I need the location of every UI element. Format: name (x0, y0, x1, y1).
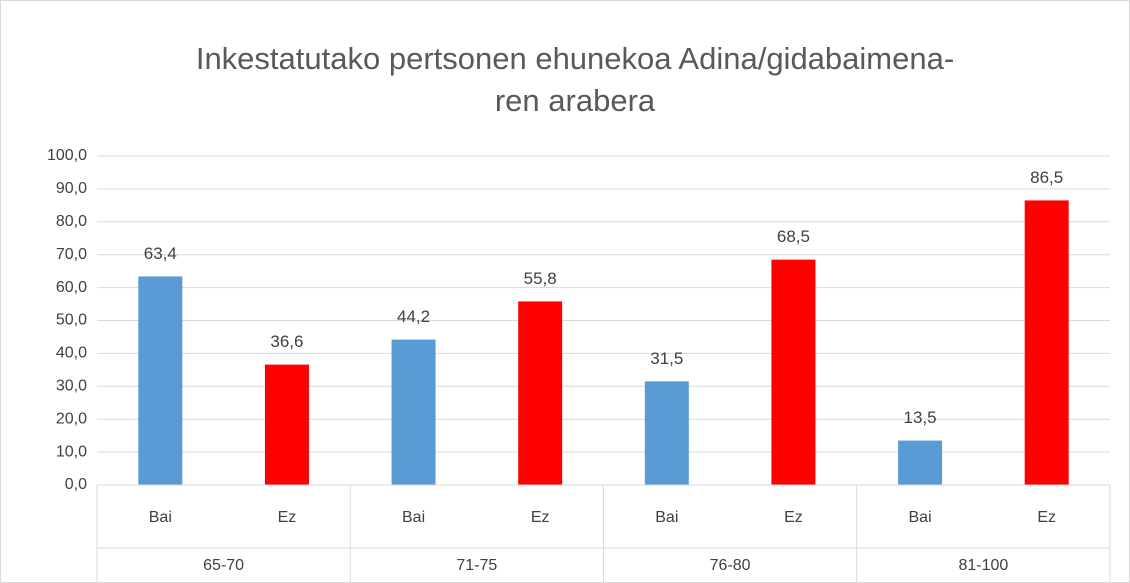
y-tick-label: 50,0 (56, 312, 87, 329)
bar (518, 301, 563, 485)
bar (898, 440, 943, 485)
group-label: 71-75 (456, 557, 497, 574)
y-tick-label: 30,0 (56, 378, 87, 395)
data-label: 68,5 (777, 227, 810, 246)
bar (1024, 200, 1069, 486)
group-label: 76-80 (710, 557, 751, 574)
y-tick-label: 90,0 (56, 180, 87, 197)
x-tick-label: Ez (531, 509, 550, 526)
y-tick-label: 70,0 (56, 246, 87, 263)
bar (391, 339, 436, 485)
x-tick-label: Bai (655, 509, 678, 526)
chart-title: ren arabera (495, 83, 656, 118)
data-label: 13,5 (904, 408, 937, 427)
data-label: 36,6 (270, 332, 303, 351)
data-label: 63,4 (144, 244, 177, 263)
data-label: 86,5 (1030, 168, 1063, 187)
group-label: 65-70 (203, 557, 244, 574)
x-tick-label: Ez (278, 509, 297, 526)
chart-title: Inkestatutako pertsonen ehunekoa Adina/g… (196, 41, 954, 76)
y-tick-label: 0,0 (65, 476, 87, 493)
y-tick-label: 10,0 (56, 443, 87, 460)
data-label: 55,8 (524, 269, 557, 288)
data-label: 31,5 (650, 349, 683, 368)
y-tick-label: 80,0 (56, 213, 87, 230)
y-tick-label: 100,0 (47, 147, 87, 164)
x-tick-label: Bai (149, 509, 172, 526)
x-tick-label: Ez (784, 509, 803, 526)
bar (264, 364, 309, 485)
bar (138, 276, 183, 485)
y-tick-label: 60,0 (56, 279, 87, 296)
y-tick-label: 20,0 (56, 410, 87, 427)
x-tick-label: Bai (402, 509, 425, 526)
bar (644, 381, 689, 485)
data-label: 44,2 (397, 307, 430, 326)
x-tick-label: Ez (1037, 509, 1056, 526)
x-tick-label: Bai (909, 509, 932, 526)
bar (771, 259, 816, 485)
y-tick-label: 40,0 (56, 345, 87, 362)
group-label: 81-100 (958, 557, 1008, 574)
